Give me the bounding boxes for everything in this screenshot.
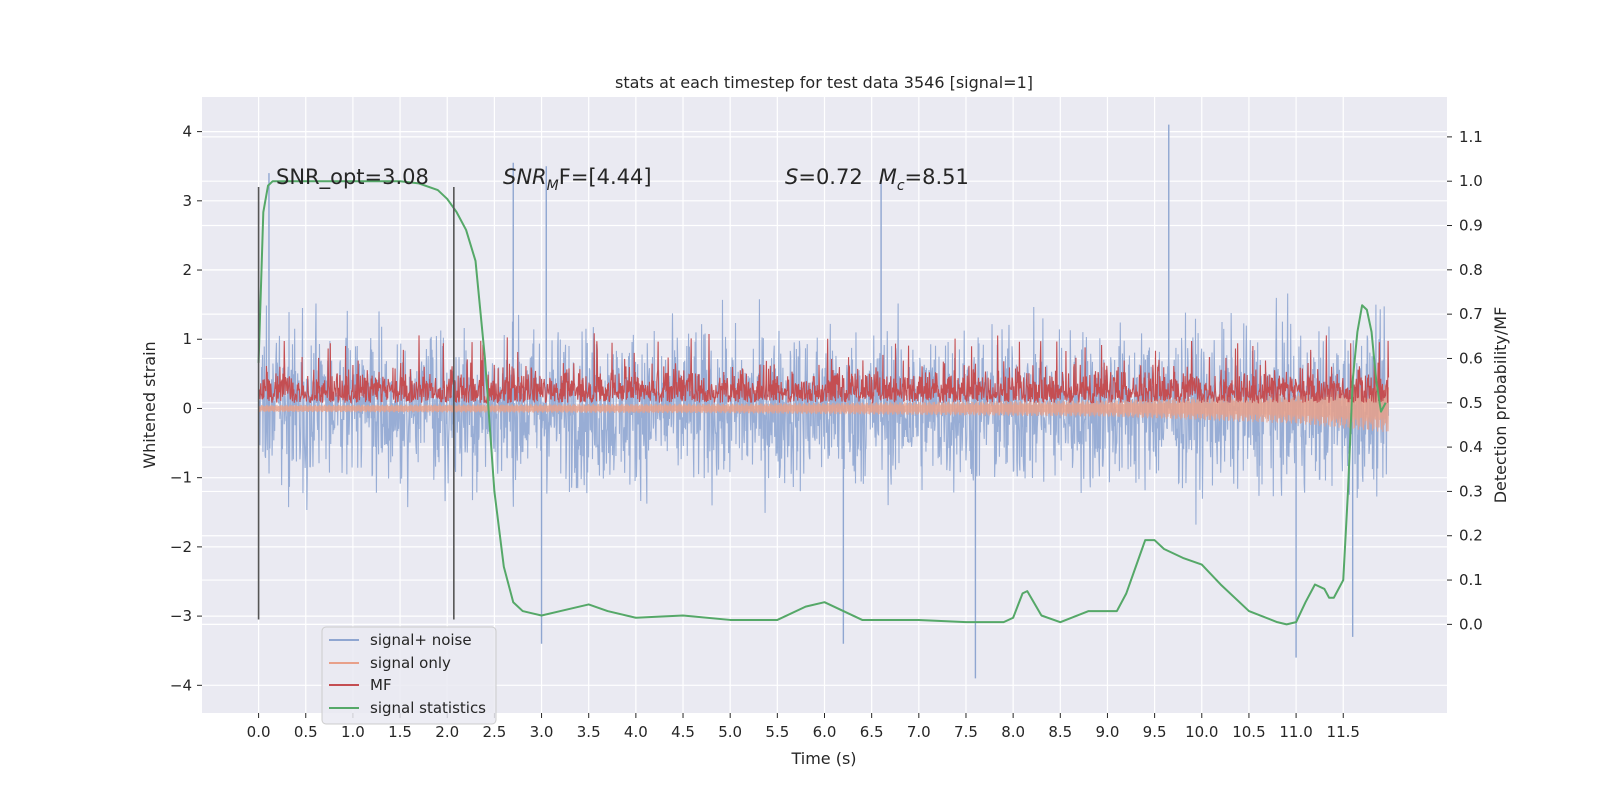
x-tick-label: 3.5 xyxy=(577,723,601,741)
x-tick-label: 10.5 xyxy=(1232,723,1265,741)
series-signal-noise-line xyxy=(258,293,1390,525)
series-signal-only-line xyxy=(258,384,1390,432)
x-tick-label: 9.0 xyxy=(1096,723,1120,741)
y-right-tick-label: 1.0 xyxy=(1459,172,1483,190)
ticks: 0.0 0.5 1.0 1.5 2.0 2.5 3.0 3.5 4.0 4.5 5.0 5.5 6.0 6… xyxy=(170,123,1483,741)
x-tick-label: 4.0 xyxy=(624,723,648,741)
y-right-tick-label: 0.6 xyxy=(1459,349,1483,367)
x-tick-label: 2.5 xyxy=(482,723,506,741)
x-tick-label: 5.0 xyxy=(718,723,742,741)
x-tick-label: 11.5 xyxy=(1327,723,1360,741)
x-tick-label: 5.5 xyxy=(765,723,789,741)
y-left-tick-label: 0 xyxy=(182,399,192,417)
x-tick-label: 11.0 xyxy=(1279,723,1312,741)
y-right-tick-label: 0.9 xyxy=(1459,217,1483,235)
x-tick-label: 8.0 xyxy=(1001,723,1025,741)
y-left-tick-label: 1 xyxy=(182,330,192,348)
y-left-tick-label: 2 xyxy=(182,261,192,279)
y-right-tick-label: 0.7 xyxy=(1459,305,1483,323)
y-left-tick-label: −4 xyxy=(170,676,192,694)
legend-label-mf: MF xyxy=(370,676,392,694)
y-left-tick-label: −3 xyxy=(170,607,192,625)
y-left-tick-label: −1 xyxy=(170,469,192,487)
x-tick-label: 2.0 xyxy=(435,723,459,741)
y-right-tick-label: 0.8 xyxy=(1459,261,1483,279)
x-tick-label: 0.5 xyxy=(294,723,318,741)
y-axis-left-label: Whitened strain xyxy=(140,341,159,468)
x-axis-label: Time (s) xyxy=(790,749,856,768)
x-tick-label: 6.0 xyxy=(813,723,837,741)
x-tick-label: 1.0 xyxy=(341,723,365,741)
y-left-tick-label: 3 xyxy=(182,192,192,210)
chart-title: stats at each timestep for test data 354… xyxy=(615,73,1033,92)
x-tick-label: 9.5 xyxy=(1143,723,1167,741)
x-tick-label: 7.0 xyxy=(907,723,931,741)
x-tick-label: 8.5 xyxy=(1048,723,1072,741)
y-right-tick-label: 0.3 xyxy=(1459,482,1483,500)
series-mf-line xyxy=(258,333,1390,405)
legend-label-signal-statistics: signal statistics xyxy=(370,699,486,717)
y-right-tick-label: 0.5 xyxy=(1459,394,1483,412)
annotation-snr-opt: SNR_opt=3.08 xyxy=(276,165,429,190)
x-tick-label: 3.0 xyxy=(530,723,554,741)
y-right-tick-label: 1.1 xyxy=(1459,128,1483,146)
x-tick-label: 0.0 xyxy=(247,723,271,741)
annotation-snr-mf: SNRMF=[4.44] xyxy=(503,165,652,194)
annotation-s-mc: S=0.72 Mc=8.51 xyxy=(785,165,969,194)
vertical-markers xyxy=(257,186,455,620)
x-tick-label: 1.5 xyxy=(388,723,412,741)
y-left-tick-label: 4 xyxy=(182,123,192,141)
y-right-tick-label: 0.1 xyxy=(1459,571,1483,589)
y-axis-right-label: Detection probability/MF xyxy=(1491,307,1510,504)
x-tick-label: 6.5 xyxy=(860,723,884,741)
y-right-tick-label: 0.4 xyxy=(1459,438,1483,456)
y-left-tick-label: −2 xyxy=(170,538,192,556)
legend: signal+ noise signal only MF signal stat… xyxy=(321,626,497,725)
x-tick-label: 10.0 xyxy=(1185,723,1218,741)
legend-label-signal-noise: signal+ noise xyxy=(370,631,472,649)
legend-box xyxy=(321,626,497,725)
x-tick-label: 7.5 xyxy=(954,723,978,741)
legend-label-signal-only: signal only xyxy=(370,654,451,672)
x-tick-label: 4.5 xyxy=(671,723,695,741)
y-right-tick-label: 0.0 xyxy=(1459,615,1483,633)
y-right-tick-label: 0.2 xyxy=(1459,527,1483,545)
